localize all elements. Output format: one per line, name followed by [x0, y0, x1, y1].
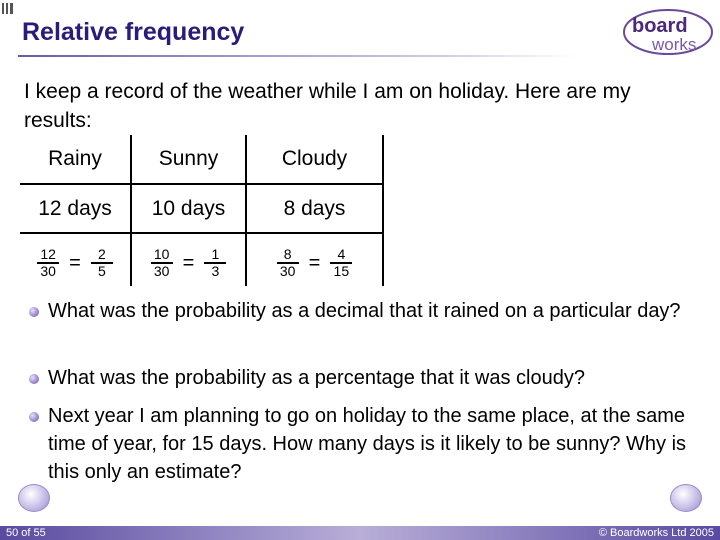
days-cell: 10 days [131, 183, 247, 233]
equals-sign: = [69, 251, 81, 274]
question: What was the probability as a percentage… [48, 367, 585, 389]
numerator: 8 [276, 247, 299, 264]
numerator: 10 [150, 247, 173, 264]
numerator: 12 [37, 247, 60, 264]
denominator: 30 [153, 263, 170, 279]
logo-board: board [632, 15, 688, 37]
days-cell: 8 days [246, 183, 384, 233]
equals-sign: = [182, 251, 195, 274]
previous-button[interactable] [18, 484, 50, 512]
fraction: 10 30 [150, 247, 173, 279]
header-cell: Sunny [131, 135, 247, 184]
denominator: 30 [40, 263, 56, 279]
fraction: 8 30 [276, 247, 299, 279]
equals-sign: = [308, 251, 321, 274]
question: Next year I am planning to go on holiday… [48, 405, 687, 483]
numerator: 1 [204, 247, 227, 264]
question: What was the probability as a decimal th… [48, 300, 681, 322]
fraction-cell: 8 30 = 4 15 [246, 232, 384, 286]
intro-text: I keep a record of the weather while I a… [24, 80, 631, 132]
slide-icon [2, 3, 13, 14]
denominator: 30 [279, 263, 296, 279]
title-rule [18, 55, 578, 57]
fraction-cell: 10 30 = 1 3 [131, 232, 247, 286]
denominator: 15 [333, 263, 350, 279]
fraction-equation: 12 30 = 2 5 [37, 247, 113, 279]
numerator: 4 [330, 247, 353, 264]
numerator: 2 [90, 247, 113, 264]
fraction-equation: 10 30 = 1 3 [150, 247, 227, 279]
logo-works: works [651, 35, 696, 54]
bullet [29, 374, 39, 384]
header-cell: Rainy [20, 135, 132, 184]
footer-bar [0, 526, 720, 540]
fraction-cell: 12 30 = 2 5 [20, 232, 132, 286]
bullet [29, 307, 39, 317]
fraction-equation: 8 30 = 4 15 [276, 247, 353, 279]
copyright: © Boardworks Ltd 2005 [598, 527, 714, 539]
denominator: 3 [211, 263, 220, 279]
fraction: 4 15 [330, 247, 353, 279]
fraction: 12 30 [37, 247, 60, 279]
next-button[interactable] [670, 484, 702, 512]
header-cell: Cloudy [246, 135, 384, 184]
logo: board works [623, 9, 713, 55]
days-cell: 12 days [20, 183, 132, 233]
denominator: 5 [97, 263, 106, 279]
page-number: 50 of 55 [6, 527, 46, 539]
title: Relative frequency [22, 18, 245, 46]
bullet [29, 412, 39, 422]
weather-table: Rainy Sunny Cloudy 12 days 10 days 8 day… [20, 135, 384, 286]
